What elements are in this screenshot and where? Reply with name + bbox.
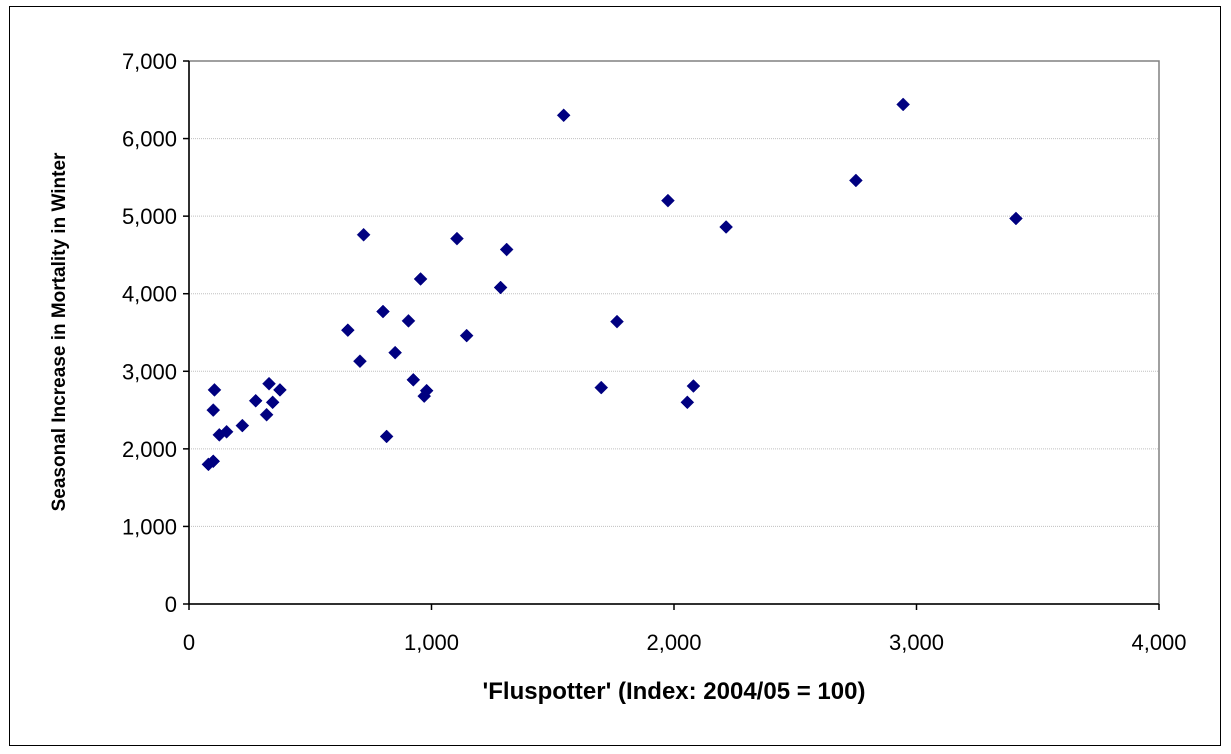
- data-points: [201, 97, 1023, 472]
- x-tick-label: 4,000: [1131, 630, 1186, 655]
- data-point: [610, 314, 624, 329]
- data-point: [207, 383, 222, 397]
- data-point: [273, 383, 287, 397]
- data-point: [419, 383, 434, 398]
- data-point: [661, 193, 675, 208]
- x-tick-label: 3,000: [889, 630, 944, 655]
- data-point: [340, 323, 355, 338]
- y-axis-title: Seasonal Increase in Mortality in Winter: [49, 152, 70, 511]
- y-tick-label: 7,000: [122, 49, 177, 74]
- y-tick-label: 0: [165, 592, 177, 617]
- data-point: [1009, 211, 1023, 226]
- data-point: [259, 407, 274, 422]
- data-point: [680, 395, 695, 410]
- x-axis-title: 'Fluspotter' (Index: 2004/05 = 100): [483, 678, 866, 705]
- y-tick-label: 4,000: [122, 282, 177, 307]
- data-point: [686, 379, 701, 393]
- data-point: [248, 393, 263, 408]
- data-point: [719, 220, 733, 234]
- data-point: [413, 272, 428, 286]
- data-point: [556, 108, 571, 123]
- data-point: [450, 231, 464, 246]
- data-point: [219, 424, 234, 439]
- data-point: [406, 372, 421, 387]
- data-point: [493, 280, 508, 295]
- data-point: [235, 418, 250, 433]
- y-tick-label: 1,000: [122, 514, 177, 539]
- y-tick-label: 5,000: [122, 204, 177, 229]
- y-tick-label: 2,000: [122, 437, 177, 462]
- data-point: [206, 403, 221, 417]
- data-point: [499, 242, 514, 257]
- gridlines: [189, 138, 1159, 527]
- y-tick-label: 6,000: [122, 127, 177, 152]
- data-point: [353, 354, 367, 369]
- x-tick-label: 1,000: [404, 630, 459, 655]
- data-point: [459, 328, 474, 343]
- data-point: [379, 429, 394, 444]
- plot-area: [188, 60, 1160, 605]
- data-point: [265, 395, 280, 410]
- data-point: [206, 454, 221, 469]
- data-point: [388, 345, 402, 360]
- data-point: [401, 314, 416, 328]
- data-point: [356, 227, 371, 242]
- data-point: [896, 97, 911, 112]
- y-tick-label: 3,000: [122, 359, 177, 384]
- data-point: [262, 376, 276, 391]
- data-point: [376, 304, 390, 319]
- x-tick-label: 0: [183, 630, 195, 655]
- data-point: [594, 380, 609, 395]
- axes: 0 1,000 2,000 3,000 4,000 5,000 6,000 7,000 0 1,0…: [122, 49, 1187, 655]
- chart-frame: [9, 6, 1221, 746]
- data-point: [849, 173, 863, 188]
- x-tick-label: 2,000: [646, 630, 701, 655]
